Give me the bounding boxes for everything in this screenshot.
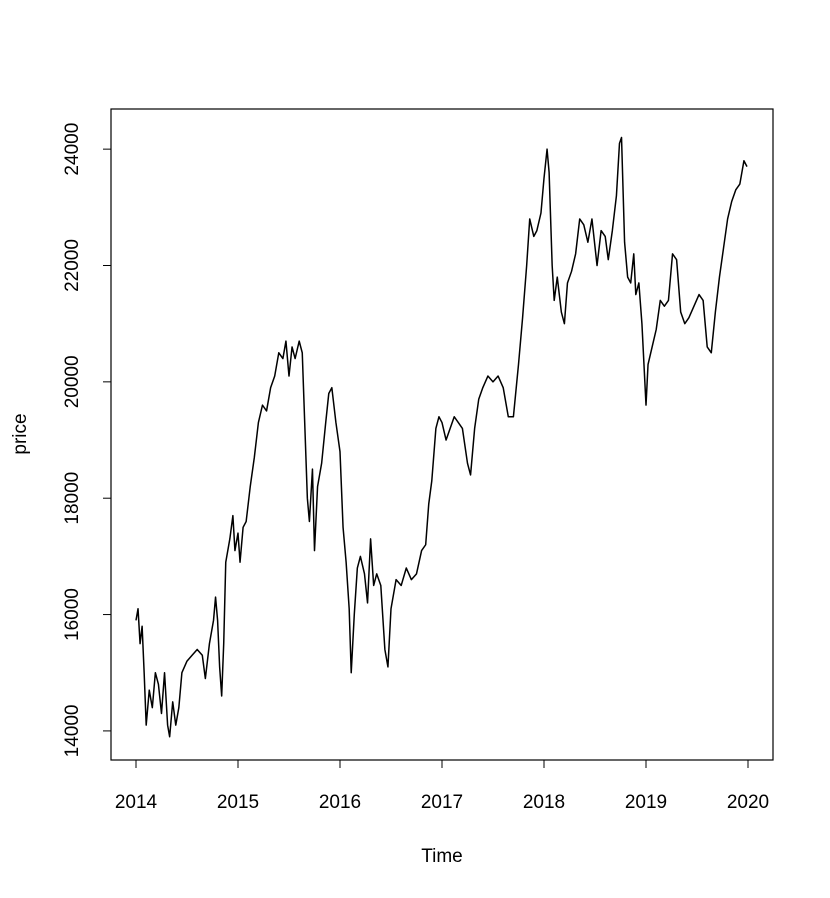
price-line	[135, 136, 748, 738]
plot-box	[110, 108, 774, 761]
x-tick-label: 2015	[217, 792, 259, 813]
y-tick-label: 22000	[62, 239, 83, 292]
x-tick-label: 2014	[115, 792, 158, 813]
y-tick-label: 20000	[62, 355, 83, 408]
x-axis-label: Time	[421, 846, 463, 867]
y-tick-label: 14000	[62, 704, 83, 757]
x-tick-label: 2018	[523, 792, 565, 813]
y-axis-label: price	[10, 413, 31, 454]
x-tick-label: 2020	[727, 792, 769, 813]
y-tick-label: 24000	[62, 123, 83, 176]
y-tick-label: 16000	[62, 588, 83, 641]
x-tick-label: 2016	[319, 792, 361, 813]
x-tick-label: 2019	[625, 792, 667, 813]
x-tick-label: 2017	[421, 792, 463, 813]
y-tick-label: 18000	[62, 472, 83, 525]
